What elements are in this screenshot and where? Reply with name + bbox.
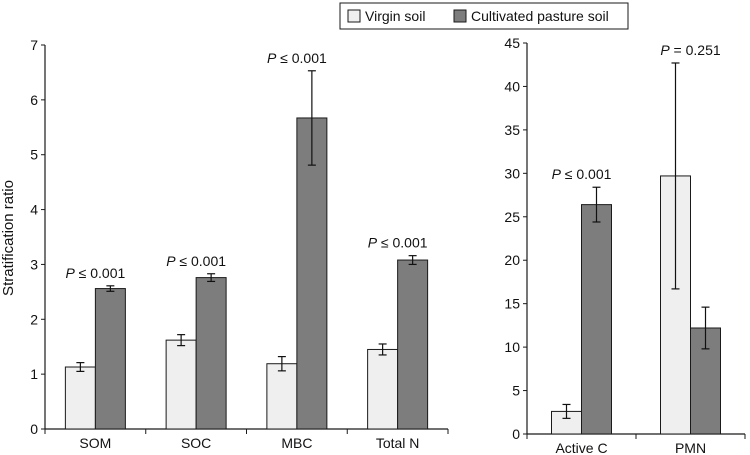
left-category-label: SOC [181, 435, 211, 451]
right-category-label: PMN [675, 440, 706, 455]
left-y-tick-label: 5 [30, 147, 38, 163]
right-bar-cultivated [581, 204, 612, 435]
right-y-tick-label: 30 [504, 165, 520, 181]
left-bar-cultivated [195, 277, 227, 430]
legend-label-cultivated: Cultivated pasture soil [471, 8, 609, 24]
right-p-value-annotation: P = 0.251 [660, 42, 721, 58]
left-y-tick-label: 6 [30, 92, 38, 108]
left-bar-cultivated [94, 288, 126, 430]
left-p-value-annotation: P ≤ 0.001 [267, 50, 327, 66]
legend-box [339, 2, 629, 30]
left-y-tick-label: 7 [30, 37, 38, 53]
left-p-value-annotation: P ≤ 0.001 [166, 253, 226, 269]
left-category-label: Total N [376, 435, 420, 451]
left-y-tick-label: 3 [30, 256, 38, 272]
legend-swatch-cultivated [453, 9, 467, 23]
left-chart-panel: 0 1 2 3 4 5 6 7 SOM P ≤ 0.001 SOC P ≤ 0.001 MBC P ≤ 0… [30, 37, 449, 451]
left-p-value-annotation: P ≤ 0.001 [368, 235, 428, 251]
y-axis-label: Stratification ratio [0, 180, 17, 296]
left-p-value-annotation: P ≤ 0.001 [65, 265, 125, 281]
legend-label-virgin: Virgin soil [365, 8, 425, 24]
left-bar-virgin [165, 339, 197, 430]
left-bar-virgin [266, 363, 298, 430]
left-bar-virgin [367, 348, 399, 430]
right-y-tick-label: 15 [504, 296, 520, 312]
left-bar-cultivated [296, 117, 328, 430]
left-category-label: SOM [79, 435, 111, 451]
left-y-tick-label: 4 [30, 202, 38, 218]
right-y-tick-label: 20 [504, 252, 520, 268]
right-y-tick-label: 25 [504, 209, 520, 225]
right-y-tick-label: 0 [512, 426, 520, 442]
right-p-value-annotation: P ≤ 0.001 [552, 166, 612, 182]
left-bar-virgin [64, 366, 96, 430]
left-y-tick-label: 2 [30, 311, 38, 327]
left-y-tick-label: 0 [30, 421, 38, 437]
right-y-tick-label: 5 [512, 383, 520, 399]
legend-swatch-virgin [347, 9, 361, 23]
left-bar-cultivated [397, 259, 429, 430]
left-y-tick-label: 1 [30, 366, 38, 382]
right-y-tick-label: 10 [504, 339, 520, 355]
right-y-tick-label: 45 [504, 35, 520, 51]
right-y-tick-label: 35 [504, 122, 520, 138]
right-category-label: Active C [555, 440, 607, 455]
legend: Virgin soil Cultivated pasture soil [339, 2, 629, 30]
right-y-tick-label: 40 [504, 78, 520, 94]
left-category-label: MBC [281, 435, 312, 451]
right-chart-panel: 0 5 10 15 20 25 30 35 40 45 Active C P ≤ 0.001 PMN P … [504, 35, 746, 455]
